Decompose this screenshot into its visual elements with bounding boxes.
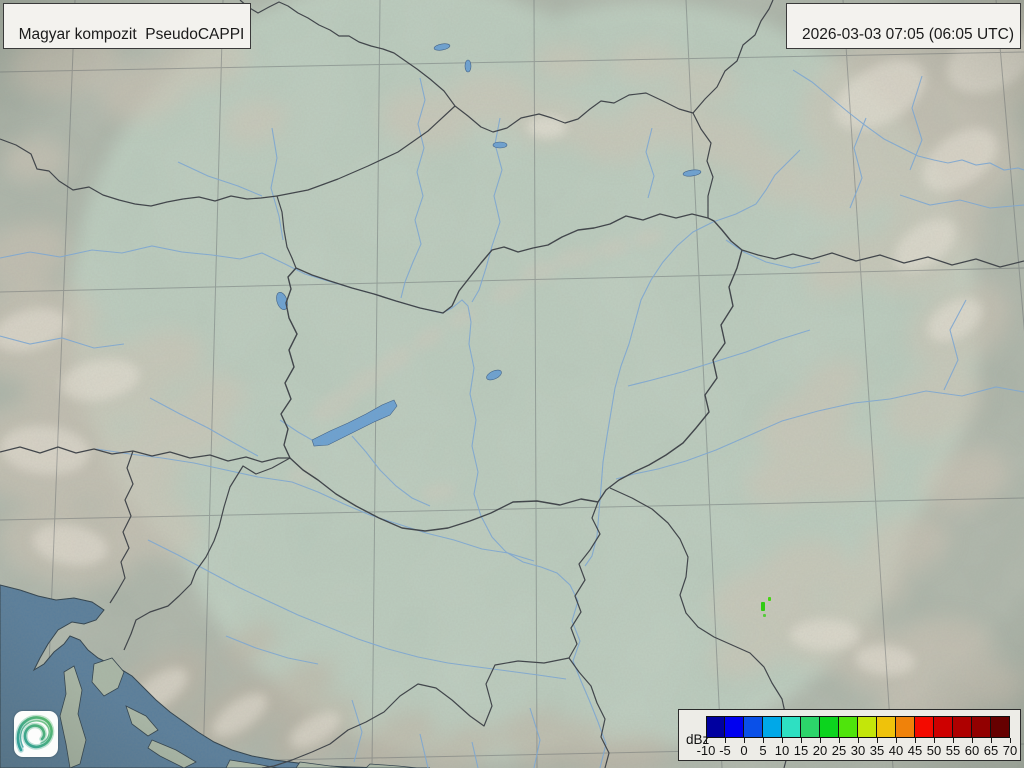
legend-tick (1010, 738, 1011, 743)
legend-tick (725, 738, 726, 743)
legend-cell (801, 716, 820, 738)
legend-tick (782, 738, 783, 743)
legend-tick (801, 738, 802, 743)
legend-cell (953, 716, 972, 738)
legend-tick-label: 60 (964, 743, 980, 758)
legend-tick (744, 738, 745, 743)
legend-tick (991, 738, 992, 743)
timestamp-box: 2026-03-03 07:05 (06:05 UTC) (786, 3, 1021, 49)
legend-cell (763, 716, 782, 738)
legend-cell (991, 716, 1010, 738)
product-label-box: Magyar kompozit PseudoCAPPI (3, 3, 252, 49)
legend-tick-label: -5 (719, 743, 731, 758)
legend-tick-label: 50 (926, 743, 942, 758)
timestamp-label: 2026-03-03 07:05 (06:05 UTC) (802, 26, 1014, 44)
legend-tick-label: 0 (740, 743, 748, 758)
legend-tick-label: 30 (850, 743, 866, 758)
legend-tick-label: 20 (812, 743, 828, 758)
legend-tick (953, 738, 954, 743)
legend-tick (763, 738, 764, 743)
legend-tick-label: 25 (831, 743, 847, 758)
legend-tick-label: 65 (983, 743, 999, 758)
legend-cell (915, 716, 934, 738)
legend-tick (858, 738, 859, 743)
legend-tick (896, 738, 897, 743)
legend-tick-label: 40 (888, 743, 904, 758)
legend-tick-label: 55 (945, 743, 961, 758)
legend-tick-label: 5 (759, 743, 767, 758)
legend-tick (972, 738, 973, 743)
legend-tick (915, 738, 916, 743)
legend-tick-label: -10 (696, 743, 716, 758)
legend-tick (839, 738, 840, 743)
legend-cell (839, 716, 858, 738)
legend-tick-label: 45 (907, 743, 923, 758)
reflectivity-legend: dBz -10 -5 0 5 10 15 20 25 30 35 40 45 50 55 60 65 70 (678, 709, 1021, 761)
legend-tick (877, 738, 878, 743)
legend-cell (877, 716, 896, 738)
legend-tick (706, 738, 707, 743)
legend-tick-label: 15 (793, 743, 809, 758)
legend-cell (972, 716, 991, 738)
weather-service-logo (14, 711, 58, 757)
legend-cell (706, 716, 725, 738)
legend-cell (858, 716, 877, 738)
legend-cell (820, 716, 839, 738)
legend-cell (725, 716, 744, 738)
legend-tick-label: 70 (1002, 743, 1018, 758)
spiral-logo-icon (15, 714, 55, 753)
legend-color-scale (706, 716, 1010, 738)
legend-unit-label: dBz (686, 732, 710, 747)
product-label: Magyar kompozit PseudoCAPPI (18, 26, 245, 44)
legend-tick-label: 35 (869, 743, 885, 758)
legend-cell (934, 716, 953, 738)
legend-tick (934, 738, 935, 743)
legend-tick (820, 738, 821, 743)
legend-cell (896, 716, 915, 738)
legend-cell (782, 716, 801, 738)
legend-tick-label: 10 (774, 743, 790, 758)
legend-cell (744, 716, 763, 738)
